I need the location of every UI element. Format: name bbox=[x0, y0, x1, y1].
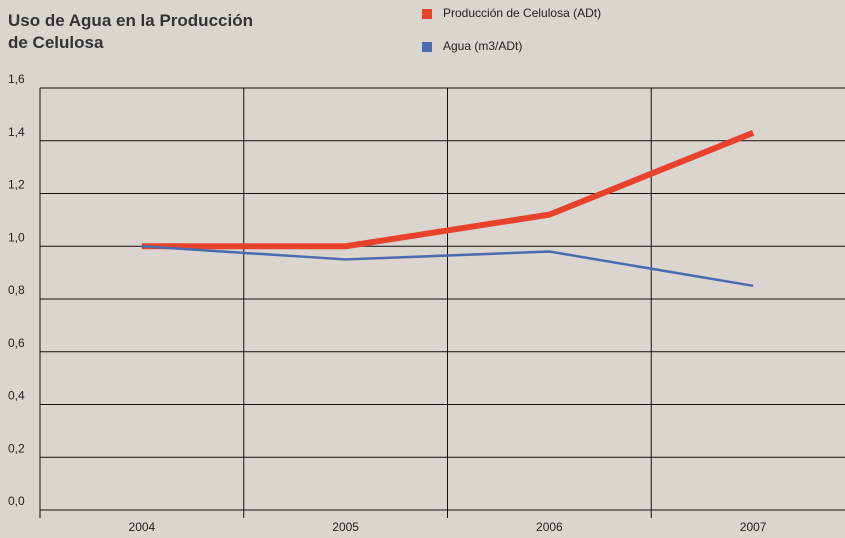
legend-swatch bbox=[422, 9, 432, 19]
y-tick-label: 1,6 bbox=[8, 72, 25, 86]
chart-title: Uso de Agua en la Producción de Celulosa bbox=[8, 11, 253, 52]
y-tick-label: 1,0 bbox=[8, 230, 25, 244]
y-tick-label: 0,0 bbox=[8, 494, 25, 508]
y-tick-label: 0,6 bbox=[8, 336, 25, 350]
series-line bbox=[141, 245, 754, 288]
legend-label: Agua (m3/ADt) bbox=[443, 39, 522, 53]
x-tick-label: 2004 bbox=[129, 520, 156, 534]
x-tick-label: 2005 bbox=[332, 520, 359, 534]
y-tick-label: 1,4 bbox=[8, 125, 25, 139]
x-tick-label: 2006 bbox=[536, 520, 563, 534]
legend-label: Producción de Celulosa (ADt) bbox=[443, 6, 601, 20]
y-tick-label: 0,4 bbox=[8, 389, 25, 403]
legend-swatch bbox=[422, 42, 432, 52]
y-tick-label: 1,2 bbox=[8, 178, 25, 192]
x-tick-label: 2007 bbox=[740, 520, 767, 534]
y-tick-label: 0,2 bbox=[8, 441, 25, 455]
y-tick-label: 0,8 bbox=[8, 283, 25, 297]
series-line bbox=[141, 130, 755, 250]
